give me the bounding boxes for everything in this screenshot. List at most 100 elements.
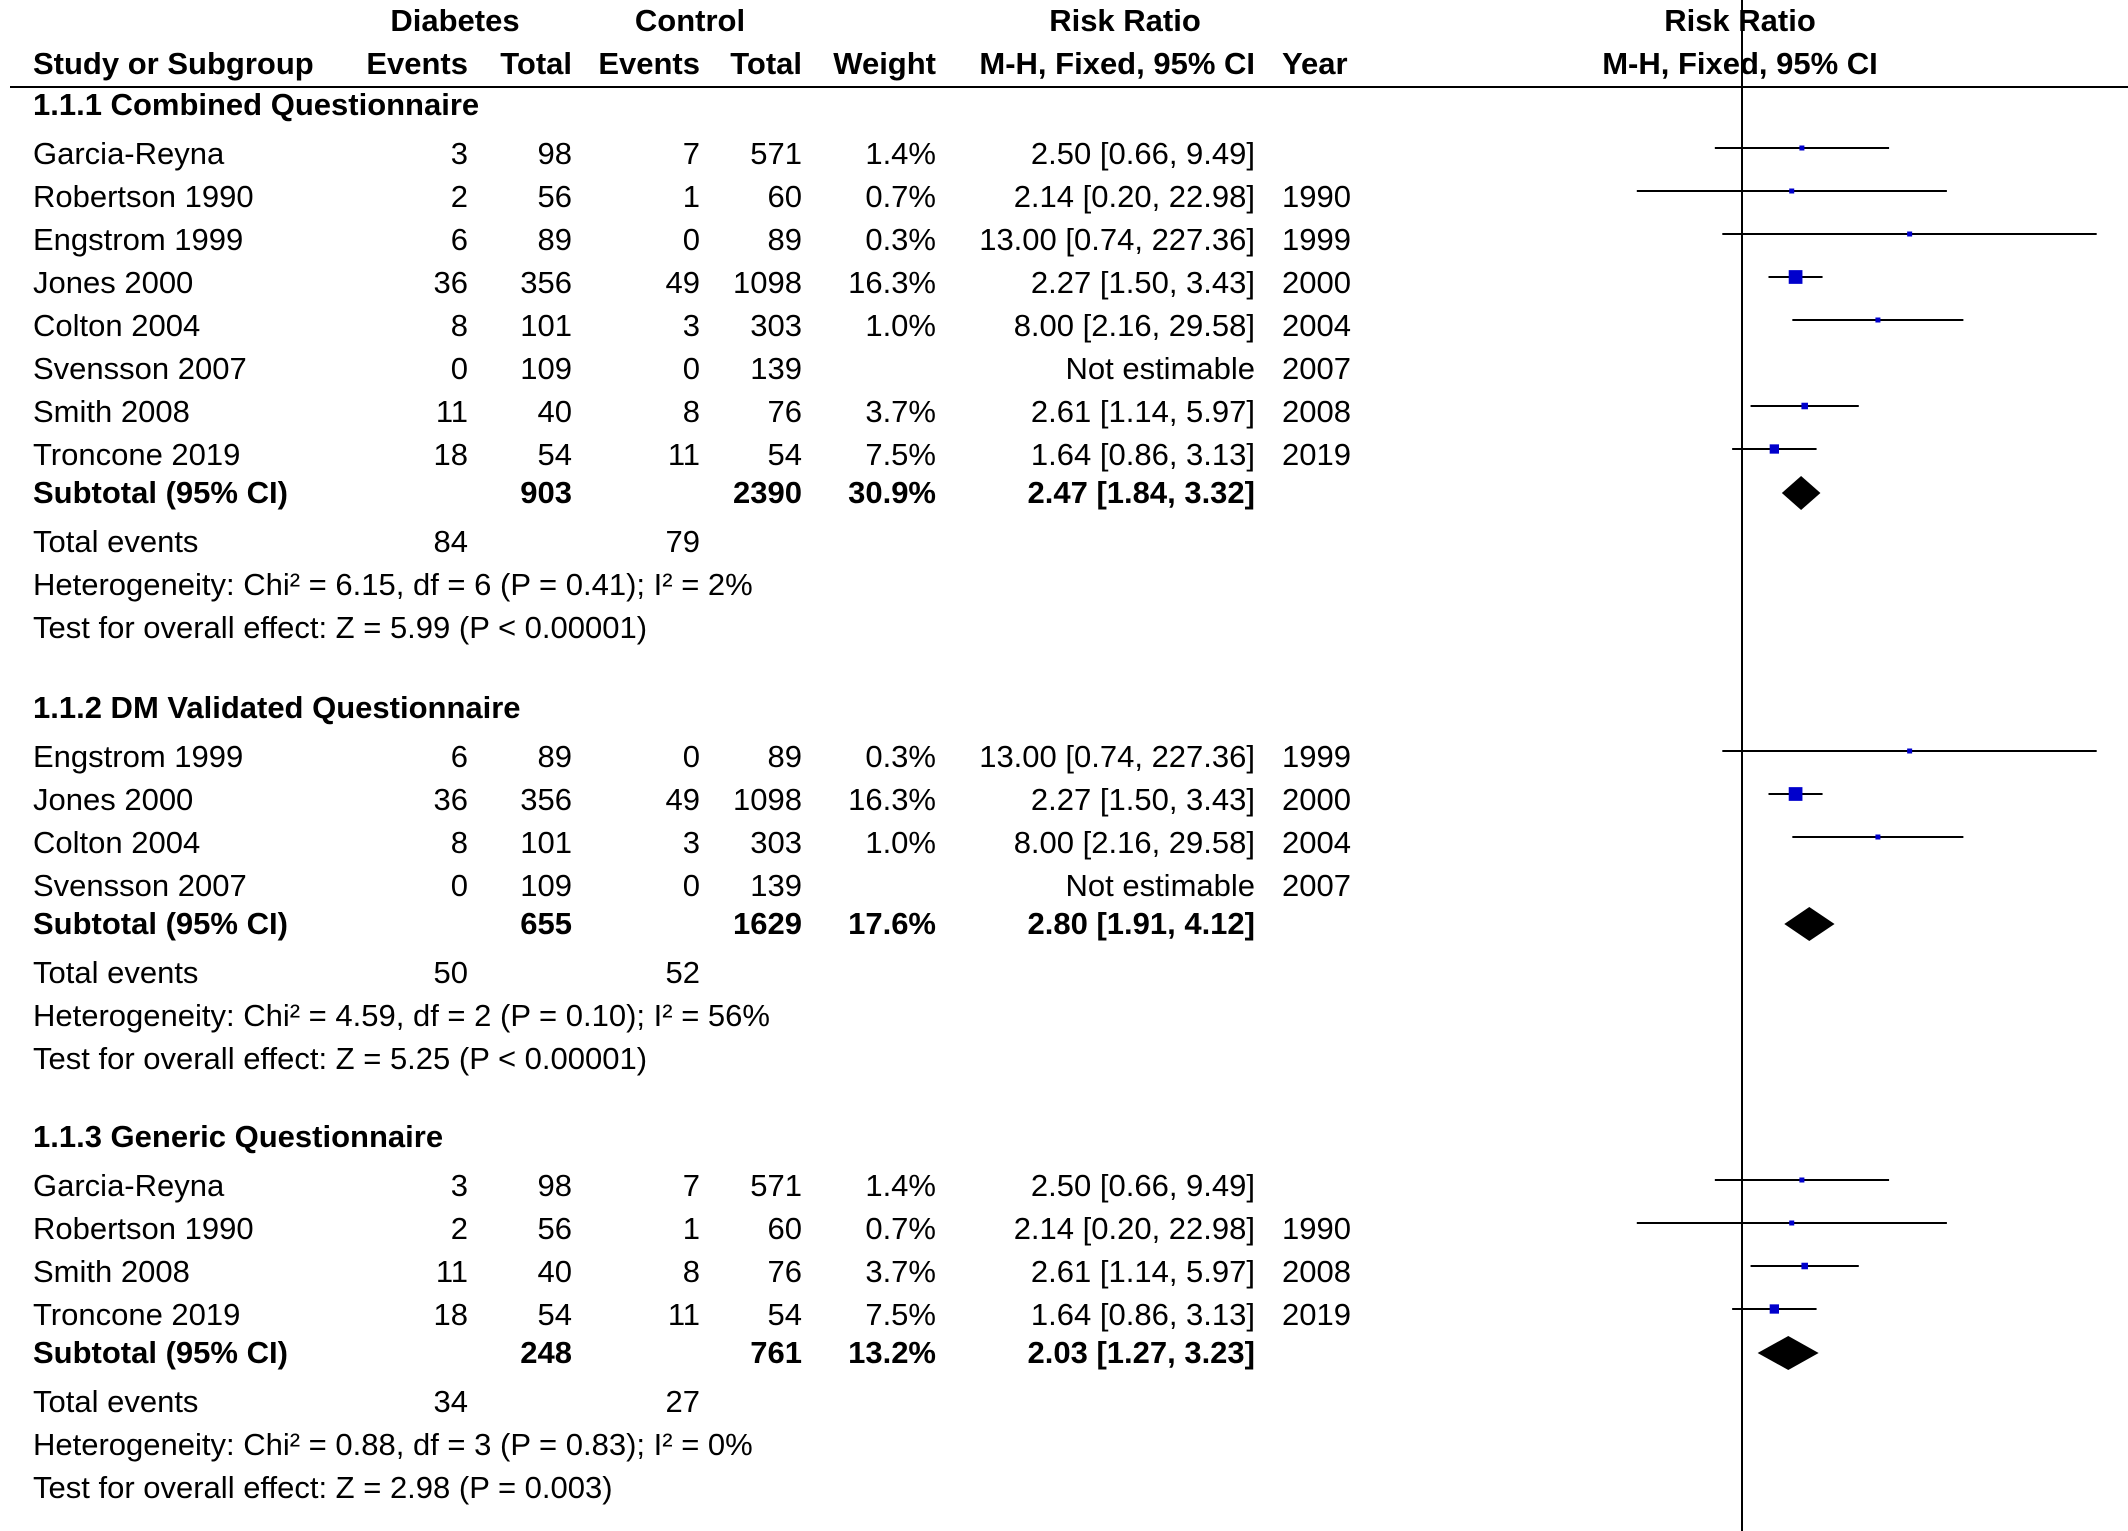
control-total: 303 [750,308,802,343]
control-events: 0 [682,868,700,903]
study-year: 2000 [1282,782,1351,817]
study-marker [1801,402,1808,410]
diabetes-events: 18 [433,1297,468,1332]
study-ci: 1.64 [0.86, 3.13] [1030,437,1255,472]
study-marker [1788,270,1803,284]
subtotal-ci: 2.47 [1.84, 3.32] [1027,475,1256,510]
study-ci: 2.14 [0.20, 22.98] [1013,179,1255,214]
study-name: Colton 2004 [33,825,201,860]
control-events: 3 [682,308,700,343]
study-ci: 2.27 [1.50, 3.43] [1030,265,1255,300]
subtotal-label: Subtotal (95% CI) [33,906,288,941]
study-weight: 3.7% [865,1254,936,1289]
study-name: Colton 2004 [33,308,201,343]
total-events-control: 27 [665,1384,700,1419]
study-marker [1769,444,1779,454]
control-events: 8 [682,1254,700,1289]
subtotal-label: Subtotal (95% CI) [33,475,288,510]
control-total: 571 [750,1168,802,1203]
study-ci: Not estimable [1065,868,1255,903]
study-year: 2008 [1282,1254,1351,1289]
study-ci: 13.00 [0.74, 227.36] [979,739,1255,774]
study-marker [1907,231,1913,237]
study-year: 2008 [1282,394,1351,429]
total-events-label: Total events [33,524,199,559]
diabetes-total: 101 [520,825,572,860]
study-ci: 2.14 [0.20, 22.98] [1013,1211,1255,1246]
study-marker [1799,145,1805,151]
study-year: 1999 [1282,222,1351,257]
study-marker [1789,1220,1795,1226]
subtotal-weight: 13.2% [848,1335,936,1370]
study-year: 2007 [1282,868,1351,903]
study-year: 1990 [1282,179,1351,214]
study-year: 2019 [1282,437,1351,472]
diabetes-total: 56 [537,179,572,214]
plot-header: Risk Ratio [1664,3,1816,38]
subtotal-control-total: 2390 [733,475,802,510]
study-ci: 2.61 [1.14, 5.97] [1030,394,1255,429]
control-header: Control [634,3,746,38]
study-marker [1907,748,1913,754]
study-column-header: Study or Subgroup [33,46,314,81]
control-events: 7 [682,1168,700,1203]
subtotal-ci: 2.80 [1.91, 4.12] [1027,906,1256,941]
control-total: 76 [767,394,802,429]
study-year: 2000 [1282,265,1351,300]
diabetes-events: 11 [435,394,468,429]
control-total: 60 [767,179,802,214]
group-title: 1.1.3 Generic Questionnaire [33,1119,444,1154]
diabetes-events: 0 [450,351,468,386]
group-title: 1.1.2 DM Validated Questionnaire [33,690,521,725]
total-events-diabetes: 84 [433,524,468,559]
control-total-header: Total [730,46,802,81]
overall-effect-text: Test for overall effect: Z = 5.25 (P < 0… [33,1041,648,1076]
subtotal-diabetes-total: 248 [520,1335,572,1370]
weight-header: Weight [833,46,936,81]
study-name: Garcia-Reyna [33,1168,225,1203]
subtotal-weight: 30.9% [848,475,936,510]
control-total: 1098 [733,782,802,817]
diabetes-total: 109 [520,351,572,386]
diabetes-events: 18 [433,437,468,472]
control-events-header: Events [598,46,700,81]
diabetes-total: 109 [520,868,572,903]
diabetes-events: 3 [450,136,468,171]
diabetes-total: 40 [537,394,572,429]
control-total: 89 [767,222,802,257]
study-name: Smith 2008 [33,394,190,429]
study-name: Svensson 2007 [33,868,247,903]
study-weight: 1.0% [865,308,936,343]
diabetes-total: 40 [537,1254,572,1289]
plot-method-header: M-H, Fixed, 95% CI [1602,46,1878,81]
diabetes-total: 98 [537,136,572,171]
study-name: Troncone 2019 [33,1297,241,1332]
subtotal-diamond [1781,476,1821,510]
subtotal-diabetes-total: 903 [520,475,572,510]
study-marker [1801,1262,1808,1270]
control-total: 571 [750,136,802,171]
control-events: 0 [682,222,700,257]
control-events: 3 [682,825,700,860]
diabetes-total: 56 [537,1211,572,1246]
total-events-label: Total events [33,1384,199,1419]
subtotal-diamond [1784,907,1835,941]
control-events: 49 [665,265,700,300]
total-events-diabetes: 34 [433,1384,468,1419]
study-weight: 3.7% [865,394,936,429]
study-name: Troncone 2019 [33,437,241,472]
study-ci: 8.00 [2.16, 29.58] [1013,825,1255,860]
study-ci: 8.00 [2.16, 29.58] [1013,308,1255,343]
control-total: 1098 [733,265,802,300]
subtotal-diabetes-total: 655 [520,906,572,941]
study-name: Robertson 1990 [33,1211,254,1246]
study-weight: 0.7% [865,179,936,214]
diabetes-events-header: Events [366,46,468,81]
total-events-diabetes: 50 [433,955,468,990]
diabetes-events: 36 [433,782,468,817]
diabetes-events: 8 [450,825,468,860]
subtotal-weight: 17.6% [848,906,936,941]
diabetes-events: 8 [450,308,468,343]
control-total: 139 [750,868,802,903]
